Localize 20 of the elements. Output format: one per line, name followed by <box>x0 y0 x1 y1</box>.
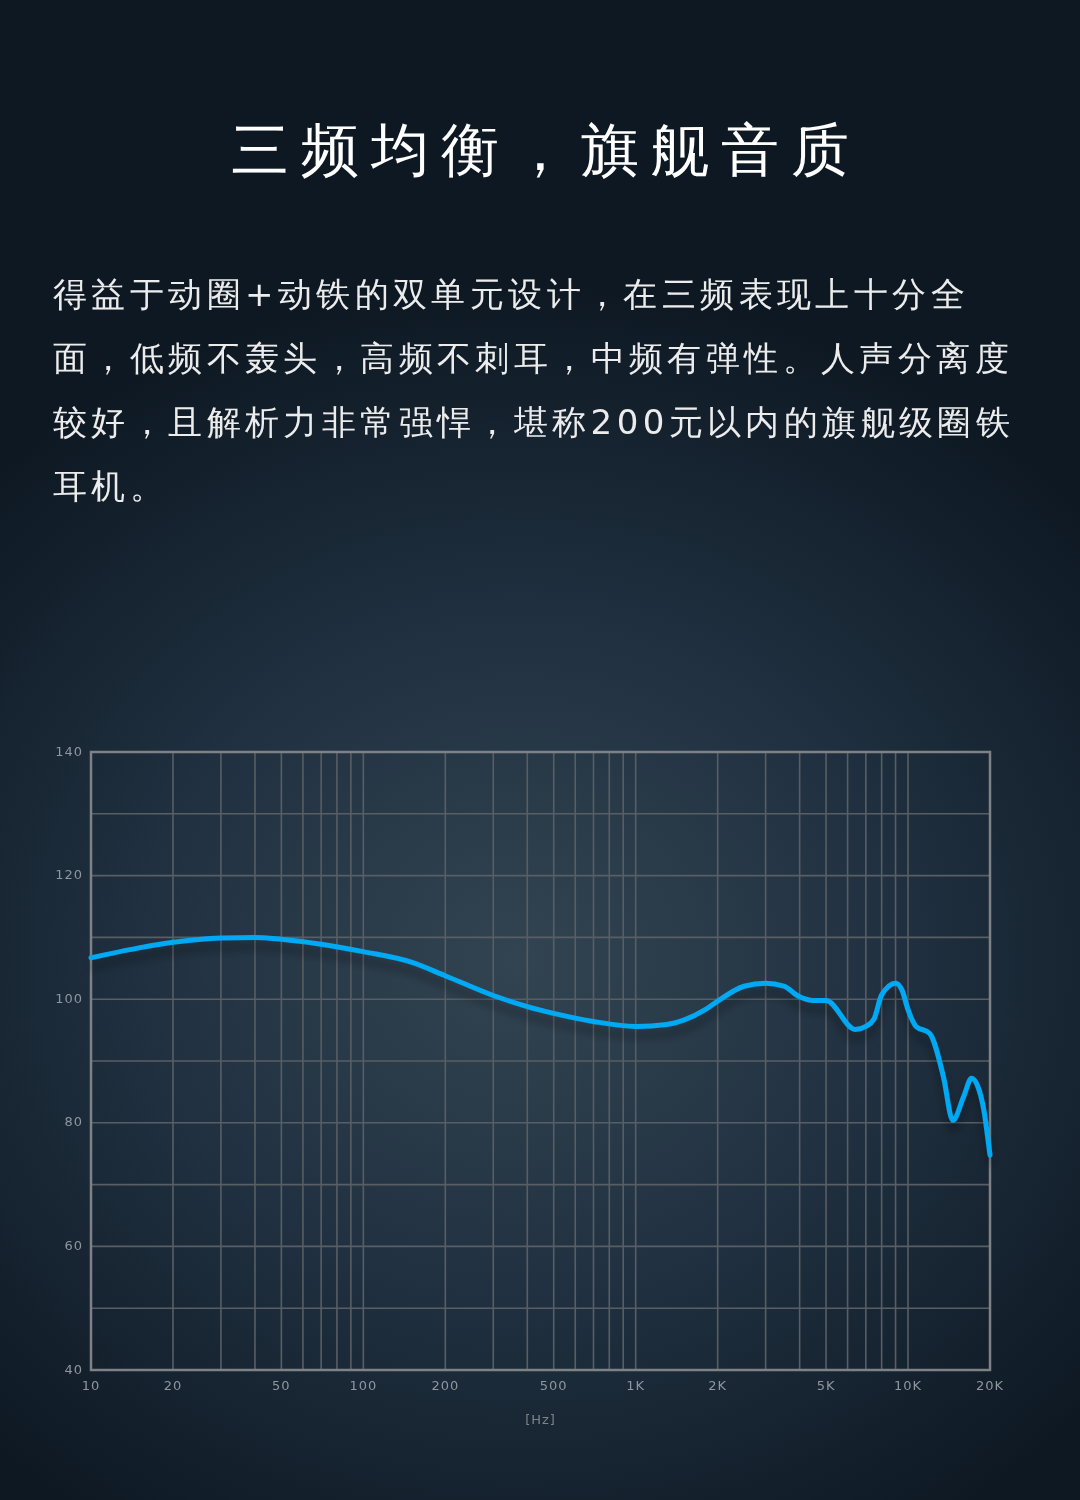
x-tick-label: 10 <box>81 1378 101 1393</box>
y-tick-label: 40 <box>64 1361 83 1377</box>
x-tick-label: 100 <box>349 1378 378 1393</box>
y-tick-label: 120 <box>55 867 83 883</box>
x-tick-label: 2K <box>708 1378 728 1393</box>
y-tick-label: 80 <box>64 1114 83 1130</box>
x-tick-label: 50 <box>272 1378 291 1393</box>
y-tick-label: 60 <box>64 1237 83 1253</box>
x-tick-label: 5K <box>816 1378 836 1393</box>
x-tick-label: 20K <box>975 1378 1005 1393</box>
x-tick-label: 1K <box>626 1378 646 1393</box>
y-tick-label: 140 <box>55 743 83 759</box>
x-tick-label: 10K <box>893 1378 923 1393</box>
x-tick-label: 200 <box>431 1378 460 1393</box>
x-axis-title: [Hz] <box>525 1412 556 1427</box>
x-tick-label: 20 <box>163 1378 183 1393</box>
chart-title: 三频均衡，旗舰音质 <box>230 115 862 186</box>
chart-subtitle: 得益于动圈+动铁的双单元设计，在三频表现上十分全面，低频不轰头，高频不刺耳，中频有弹性。人声分离度较好，且解析力非常强悍，堪称200元以内的旗舰级圈铁耳机。 <box>53 273 1016 508</box>
x-tick-label: 500 <box>539 1378 568 1393</box>
y-tick-label: 100 <box>55 990 83 1006</box>
